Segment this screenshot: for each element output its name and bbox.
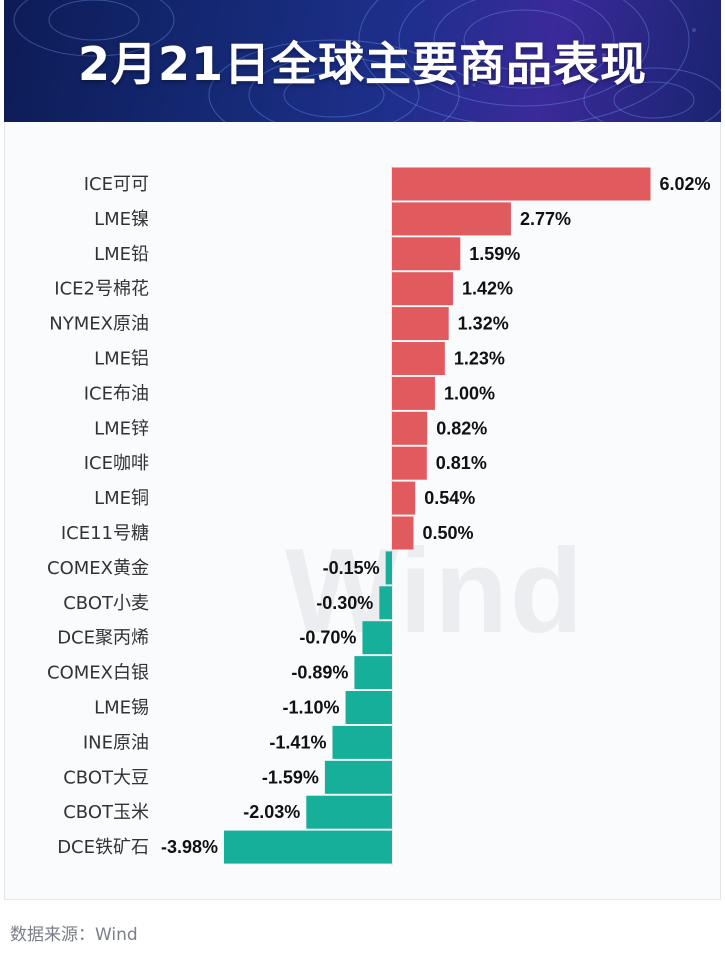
value-label-6: 1.00%	[444, 383, 495, 403]
topographic-background	[13, 0, 721, 122]
bar-11	[385, 551, 392, 585]
chart-panel: Wind ICE可可 6.02% LME镍 2.77% LME铅 1.59% ICE2号棉花…	[4, 122, 721, 900]
bar-0	[392, 167, 651, 201]
bar-1	[392, 202, 511, 236]
bar-13	[362, 621, 392, 655]
category-label-18: CBOT玉米	[63, 802, 149, 823]
category-label-19: DCE铁矿石	[57, 837, 149, 858]
category-label-10: ICE11号糖	[61, 523, 149, 544]
value-label-5: 1.23%	[454, 349, 505, 369]
bar-7	[392, 411, 428, 445]
value-label-19: -3.98%	[161, 837, 218, 857]
value-label-1: 2.77%	[520, 209, 571, 229]
bar-10	[392, 516, 414, 550]
category-label-13: DCE聚丙烯	[57, 628, 149, 649]
title-banner: 2月21日全球主要商品表现	[4, 0, 721, 122]
bar-17	[324, 760, 392, 794]
bar-8	[392, 446, 427, 480]
category-label-5: LME铝	[94, 349, 149, 370]
value-label-4: 1.32%	[458, 314, 509, 334]
value-label-0: 6.02%	[660, 174, 711, 194]
bar-12	[379, 586, 392, 620]
bar-3	[392, 272, 453, 306]
value-label-10: 0.50%	[422, 523, 473, 543]
wind-watermark: Wind	[285, 524, 586, 658]
category-label-8: ICE咖啡	[84, 453, 149, 474]
category-label-3: ICE2号棉花	[54, 279, 149, 300]
category-label-1: LME镍	[94, 209, 149, 230]
category-label-14: COMEX白银	[47, 663, 149, 684]
category-label-2: LME铅	[94, 244, 149, 265]
bar-14	[354, 656, 392, 690]
bar-chart: ICE可可 6.02% LME镍 2.77% LME铅 1.59% ICE2号棉花 1.42%…	[47, 165, 711, 866]
value-label-15: -1.10%	[283, 698, 340, 718]
value-label-17: -1.59%	[262, 767, 319, 787]
bar-15	[345, 691, 392, 724]
category-label-17: CBOT大豆	[63, 767, 149, 788]
value-label-13: -0.70%	[299, 628, 356, 648]
data-source: 数据来源：Wind	[10, 925, 138, 945]
value-label-14: -0.89%	[291, 663, 348, 683]
category-label-6: ICE布油	[84, 383, 149, 404]
value-label-11: -0.15%	[323, 558, 380, 578]
bar-5	[392, 342, 445, 375]
value-label-12: -0.30%	[316, 593, 373, 613]
bar-2	[392, 237, 461, 271]
category-label-9: LME铜	[94, 488, 149, 509]
value-label-9: 0.54%	[424, 488, 475, 508]
bar-4	[392, 307, 449, 341]
category-label-16: INE原油	[83, 732, 149, 753]
value-label-7: 0.82%	[436, 418, 487, 438]
value-label-18: -2.03%	[243, 802, 300, 822]
page-title: 2月21日全球主要商品表现	[77, 37, 648, 91]
bar-16	[332, 725, 392, 759]
category-label-0: ICE可可	[84, 174, 149, 195]
category-label-7: LME锌	[94, 418, 149, 439]
bar-9	[392, 481, 416, 515]
category-label-15: LME锡	[94, 698, 149, 719]
category-label-4: NYMEX原油	[49, 314, 149, 335]
value-label-8: 0.81%	[436, 453, 487, 473]
category-label-11: COMEX黄金	[47, 558, 149, 579]
value-label-3: 1.42%	[462, 279, 513, 299]
value-label-2: 1.59%	[469, 244, 520, 264]
category-label-12: CBOT小麦	[63, 593, 149, 614]
bar-6	[392, 376, 435, 410]
bar-18	[306, 795, 392, 829]
value-label-16: -1.41%	[269, 732, 326, 752]
bar-19	[224, 830, 392, 864]
